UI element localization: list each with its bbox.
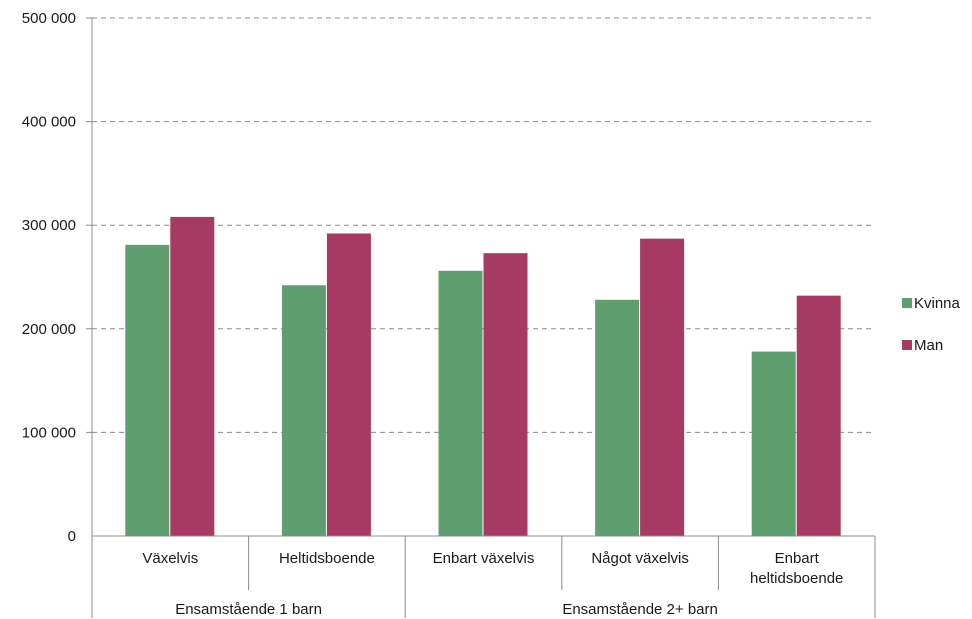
- category-label: Enbart: [775, 550, 820, 567]
- bars: [125, 216, 841, 537]
- bar-man-3: [483, 253, 528, 536]
- bar-kvinna-2: [281, 285, 326, 536]
- category-label: Enbart växelvis: [433, 550, 535, 567]
- legend-label-kvinna: Kvinna: [914, 295, 961, 312]
- group-label: Ensamstående 1 barn: [175, 601, 322, 618]
- y-tick-label: 200 000: [22, 321, 76, 338]
- y-tick-label: 0: [68, 528, 76, 545]
- y-tick-label: 100 000: [22, 424, 76, 441]
- category-label: Heltidsboende: [279, 550, 375, 567]
- y-tick-label: 300 000: [22, 217, 76, 234]
- legend-swatch-man: [902, 340, 912, 350]
- bar-kvinna-5: [751, 351, 796, 536]
- legend-swatch-kvinna: [902, 298, 912, 308]
- bar-kvinna-4: [595, 299, 640, 536]
- bar-man-2: [326, 233, 371, 536]
- y-tick-label: 500 000: [22, 10, 76, 27]
- bar-kvinna-3: [438, 270, 483, 536]
- bar-kvinna-1: [125, 244, 170, 536]
- bar-man-1: [170, 216, 215, 537]
- bar-man-5: [796, 295, 841, 536]
- group-label: Ensamstående 2+ barn: [562, 601, 718, 618]
- legend-label-man: Man: [914, 337, 943, 354]
- legend: Kvinna Man: [902, 295, 961, 354]
- category-label: Något växelvis: [591, 550, 689, 567]
- y-axis-tick-labels: 0 100 000 200 000 300 000 400 000 500 000: [22, 10, 76, 545]
- group-labels: Ensamstående 1 barn Ensamstående 2+ barn: [175, 601, 718, 618]
- category-label: heltidsboende: [750, 570, 843, 587]
- axes: [91, 18, 875, 618]
- bar-man-4: [640, 238, 685, 536]
- category-labels: Växelvis Heltidsboende Enbart växelvis Någo…: [142, 536, 876, 618]
- category-label: Växelvis: [142, 550, 198, 567]
- y-tick-label: 400 000: [22, 114, 76, 131]
